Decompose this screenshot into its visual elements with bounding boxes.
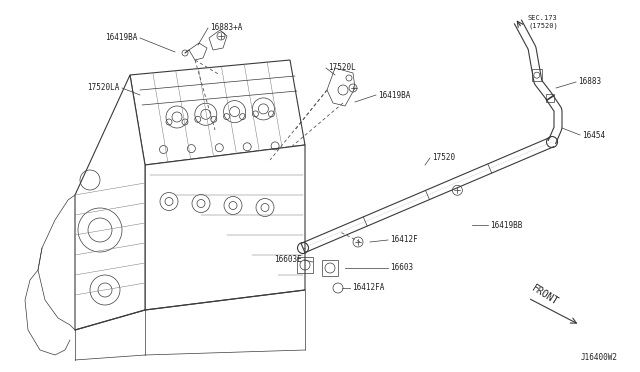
Text: 16419BA: 16419BA (378, 90, 410, 99)
Text: 16412F: 16412F (390, 235, 418, 244)
Text: 17520L: 17520L (328, 64, 356, 73)
Text: 16603E: 16603E (275, 256, 302, 264)
Text: 16883: 16883 (578, 77, 601, 87)
Text: 16412FA: 16412FA (352, 283, 385, 292)
Bar (322, 260, 338, 276)
Bar (532, 69, 542, 81)
Text: 16419BA: 16419BA (106, 33, 138, 42)
Text: 17520: 17520 (432, 154, 455, 163)
Text: 16603: 16603 (390, 263, 413, 273)
Text: 16419BB: 16419BB (490, 221, 522, 230)
Polygon shape (145, 145, 305, 310)
Text: 16454: 16454 (582, 131, 605, 140)
Text: 16883+A: 16883+A (210, 23, 243, 32)
Text: J16400W2: J16400W2 (581, 353, 618, 362)
Polygon shape (130, 60, 305, 165)
Bar (297, 257, 313, 273)
Text: SEC.173
(17520): SEC.173 (17520) (528, 15, 557, 29)
Text: FRONT: FRONT (530, 283, 560, 307)
Text: 17520LA: 17520LA (88, 83, 120, 93)
Polygon shape (75, 75, 145, 330)
Bar (546, 94, 554, 102)
